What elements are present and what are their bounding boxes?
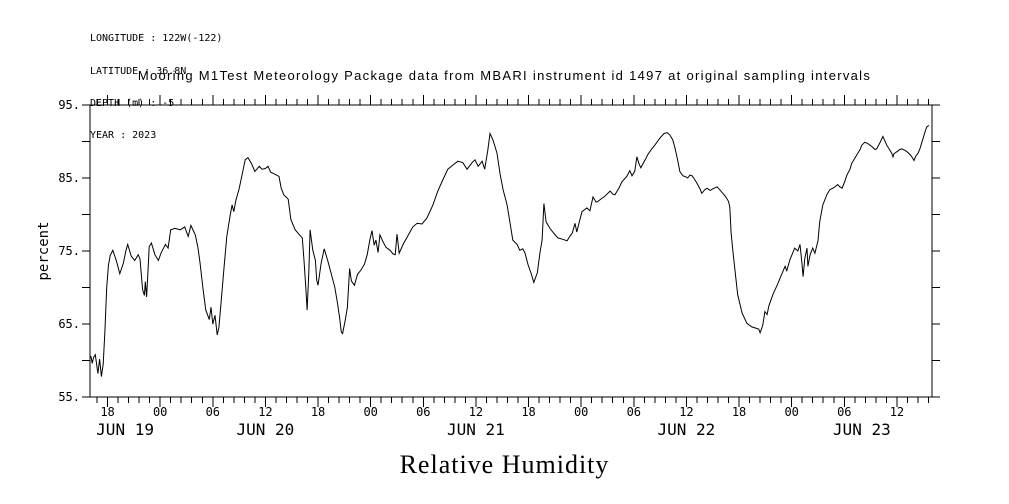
svg-text:18: 18 <box>732 405 746 419</box>
svg-text:55.: 55. <box>58 390 80 404</box>
svg-text:06: 06 <box>206 405 220 419</box>
svg-text:00: 00 <box>784 405 798 419</box>
metadata-longitude: LONGITUDE : 122W(-122) <box>90 33 223 45</box>
svg-text:00: 00 <box>153 405 167 419</box>
y-axis-label: percent <box>36 221 52 281</box>
svg-text:JUN 23: JUN 23 <box>833 420 891 439</box>
svg-text:00: 00 <box>574 405 588 419</box>
plot-title: Mooring M1Test Meteorology Package data … <box>137 68 872 83</box>
svg-text:85.: 85. <box>58 171 80 185</box>
svg-text:18: 18 <box>311 405 325 419</box>
svg-text:65.: 65. <box>58 317 80 331</box>
svg-text:JUN 19: JUN 19 <box>96 420 154 439</box>
svg-text:06: 06 <box>837 405 851 419</box>
svg-text:12: 12 <box>679 405 693 419</box>
chart-caption: Relative Humidity <box>399 450 610 479</box>
svg-text:95.: 95. <box>58 98 80 112</box>
svg-text:12: 12 <box>258 405 272 419</box>
svg-text:18: 18 <box>521 405 535 419</box>
svg-text:06: 06 <box>627 405 641 419</box>
svg-text:JUN 20: JUN 20 <box>237 420 295 439</box>
svg-text:00: 00 <box>363 405 377 419</box>
metadata-block: LONGITUDE : 122W(-122) LATITUDE : 36.8N … <box>90 13 222 152</box>
svg-text:JUN 22: JUN 22 <box>658 420 716 439</box>
metadata-latitude: LATITUDE : 36.8N <box>90 65 187 77</box>
svg-text:12: 12 <box>890 405 904 419</box>
svg-text:06: 06 <box>416 405 430 419</box>
svg-text:18: 18 <box>100 405 114 419</box>
svg-text:JUN 21: JUN 21 <box>447 420 505 439</box>
svg-text:12: 12 <box>469 405 483 419</box>
metadata-depth: DEPTH (m) : -5 <box>90 97 175 109</box>
svg-text:75.: 75. <box>58 244 80 258</box>
metadata-year: YEAR : 2023 <box>90 129 157 141</box>
humidity-series-line <box>90 124 930 377</box>
